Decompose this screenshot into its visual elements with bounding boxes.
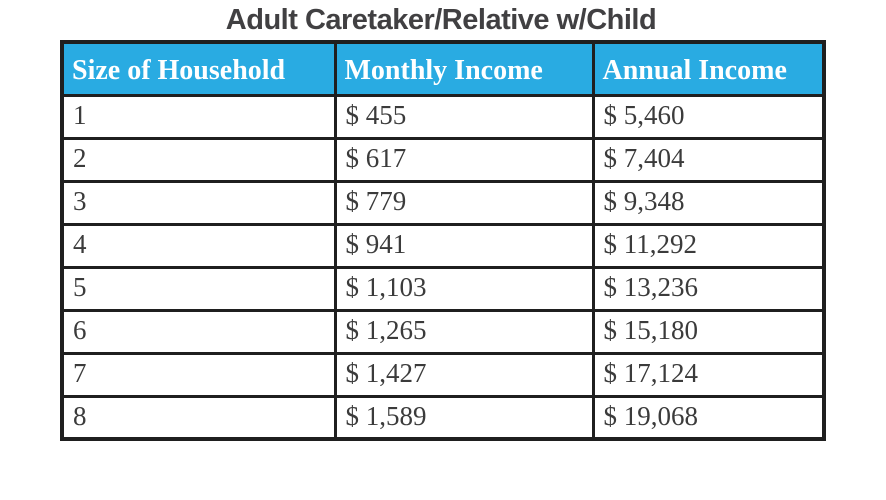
header-size-of-household: Size of Household xyxy=(60,40,337,97)
cell-annual-income: $ 5,460 xyxy=(591,93,826,140)
cell-monthly-income: $ 1,427 xyxy=(333,351,595,398)
cell-household-size: 6 xyxy=(60,308,337,355)
table-row: 6 $ 1,265 $ 15,180 xyxy=(60,308,826,355)
cell-monthly-income: $ 1,589 xyxy=(333,394,595,441)
cell-monthly-income: $ 779 xyxy=(333,179,595,226)
cell-monthly-income: $ 1,265 xyxy=(333,308,595,355)
cell-household-size: 8 xyxy=(60,394,337,441)
cell-household-size: 2 xyxy=(60,136,337,183)
cell-annual-income: $ 17,124 xyxy=(591,351,826,398)
cell-monthly-income: $ 617 xyxy=(333,136,595,183)
table-row: 8 $ 1,589 $ 19,068 xyxy=(60,394,826,441)
header-annual-income: Annual Income xyxy=(591,40,826,97)
cell-annual-income: $ 9,348 xyxy=(591,179,826,226)
table-row: 5 $ 1,103 $ 13,236 xyxy=(60,265,826,312)
table-row: 7 $ 1,427 $ 17,124 xyxy=(60,351,826,398)
cell-annual-income: $ 11,292 xyxy=(591,222,826,269)
cell-household-size: 4 xyxy=(60,222,337,269)
cell-household-size: 1 xyxy=(60,93,337,140)
table-row: 2 $ 617 $ 7,404 xyxy=(60,136,826,183)
cell-household-size: 5 xyxy=(60,265,337,312)
cell-annual-income: $ 13,236 xyxy=(591,265,826,312)
table-body: 1 $ 455 $ 5,460 2 $ 617 $ 7,404 3 $ 779 … xyxy=(60,93,826,441)
cell-annual-income: $ 15,180 xyxy=(591,308,826,355)
cell-annual-income: $ 19,068 xyxy=(591,394,826,441)
table-title: Adult Caretaker/Relative w/Child xyxy=(225,4,657,36)
cell-annual-income: $ 7,404 xyxy=(591,136,826,183)
cell-monthly-income: $ 1,103 xyxy=(333,265,595,312)
cell-monthly-income: $ 941 xyxy=(333,222,595,269)
cell-household-size: 3 xyxy=(60,179,337,226)
header-row: Size of Household Monthly Income Annual … xyxy=(60,40,826,97)
income-table: Size of Household Monthly Income Annual … xyxy=(60,40,826,441)
table-row: 1 $ 455 $ 5,460 xyxy=(60,93,826,140)
table-row: 3 $ 779 $ 9,348 xyxy=(60,179,826,226)
header-monthly-income: Monthly Income xyxy=(333,40,595,97)
cell-household-size: 7 xyxy=(60,351,337,398)
table-row: 4 $ 941 $ 11,292 xyxy=(60,222,826,269)
cell-monthly-income: $ 455 xyxy=(333,93,595,140)
